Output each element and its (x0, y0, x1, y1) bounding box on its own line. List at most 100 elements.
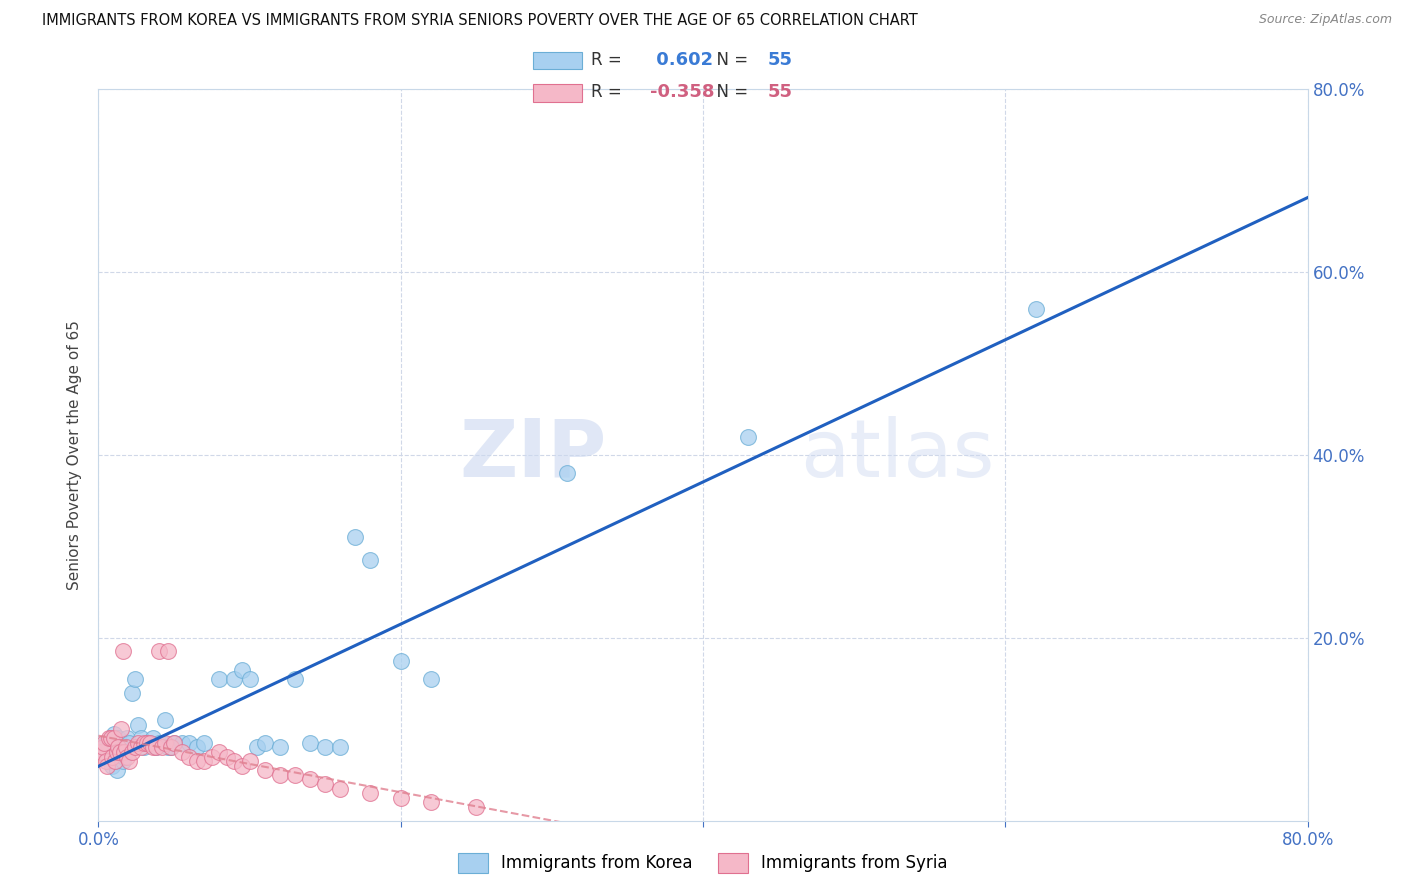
Point (112, 745, 135, 759)
Point (186, 740, 208, 755)
Text: atlas: atlas (800, 416, 994, 494)
Text: ZIP: ZIP (458, 416, 606, 494)
Point (156, 644, 179, 658)
Point (314, 740, 336, 755)
Point (93, 736, 115, 750)
Legend: Immigrants from Korea, Immigrants from Syria: Immigrants from Korea, Immigrants from S… (451, 847, 955, 880)
Point (360, 786, 382, 800)
Point (186, 754, 208, 768)
Point (737, 430, 759, 444)
Point (145, 740, 167, 755)
Point (94, 736, 117, 750)
Point (269, 768, 291, 782)
Point (179, 749, 201, 764)
Point (114, 740, 136, 755)
Point (253, 736, 276, 750)
Point (555, 466, 578, 480)
Point (1024, 301, 1046, 316)
Point (224, 754, 246, 768)
Point (246, 740, 269, 755)
Point (253, 764, 276, 778)
Text: 0.602: 0.602 (650, 51, 713, 69)
Point (139, 736, 162, 750)
Text: R =: R = (592, 83, 627, 101)
Point (420, 796, 443, 810)
Point (215, 749, 238, 764)
Point (90, 745, 112, 759)
Point (231, 758, 253, 772)
Point (98, 740, 121, 755)
Point (98, 731, 121, 746)
Point (148, 736, 170, 750)
Point (121, 685, 143, 699)
Point (170, 745, 193, 759)
Point (153, 736, 176, 750)
Bar (533, 84, 582, 102)
Y-axis label: Seniors Poverty Over the Age of 65: Seniors Poverty Over the Age of 65 (67, 320, 83, 590)
Point (115, 731, 138, 746)
Point (132, 740, 155, 755)
Point (101, 749, 124, 764)
Point (127, 736, 149, 750)
Point (94, 754, 117, 768)
Point (329, 781, 352, 796)
Point (132, 736, 155, 750)
Point (163, 736, 186, 750)
Point (142, 731, 165, 746)
Point (148, 644, 170, 658)
Point (96, 749, 118, 764)
Point (107, 740, 129, 755)
Point (139, 736, 162, 750)
Bar (533, 52, 582, 70)
Point (156, 740, 179, 755)
Point (129, 731, 152, 746)
Point (160, 740, 183, 755)
Point (100, 731, 122, 746)
Point (360, 553, 382, 567)
Point (179, 736, 201, 750)
Point (142, 740, 165, 755)
Text: R =: R = (592, 51, 627, 69)
Point (110, 740, 132, 755)
Text: -0.358: -0.358 (650, 83, 714, 101)
Point (96, 758, 118, 772)
Point (465, 800, 488, 814)
Point (104, 754, 127, 768)
Point (124, 740, 146, 755)
Point (115, 749, 138, 764)
Point (108, 745, 131, 759)
Point (239, 754, 262, 768)
Text: IMMIGRANTS FROM KOREA VS IMMIGRANTS FROM SYRIA SENIORS POVERTY OVER THE AGE OF 6: IMMIGRANTS FROM KOREA VS IMMIGRANTS FROM… (42, 13, 918, 29)
Point (135, 736, 157, 750)
Point (314, 777, 336, 791)
Point (269, 740, 291, 755)
Point (104, 754, 127, 768)
Point (91, 740, 114, 755)
Point (145, 740, 167, 755)
Point (201, 749, 224, 764)
Point (111, 754, 134, 768)
Point (239, 672, 262, 686)
Point (105, 764, 128, 778)
Point (89, 749, 111, 764)
Point (93, 740, 115, 755)
Point (150, 740, 173, 755)
Point (101, 758, 124, 772)
Point (129, 740, 152, 755)
Point (389, 790, 412, 805)
Point (163, 736, 186, 750)
Point (299, 772, 322, 787)
Text: 55: 55 (768, 51, 793, 69)
Point (124, 672, 146, 686)
Text: N =: N = (706, 83, 754, 101)
Point (100, 754, 122, 768)
Point (224, 672, 246, 686)
Point (284, 672, 307, 686)
Point (105, 745, 128, 759)
Point (108, 745, 131, 759)
Text: 55: 55 (768, 83, 793, 101)
Point (208, 672, 231, 686)
Point (389, 654, 412, 668)
Point (150, 736, 173, 750)
Text: Source: ZipAtlas.com: Source: ZipAtlas.com (1258, 13, 1392, 27)
